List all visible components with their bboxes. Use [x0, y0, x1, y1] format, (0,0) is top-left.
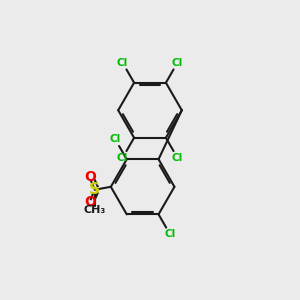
Text: S: S	[89, 182, 100, 197]
Text: CH₃: CH₃	[83, 206, 106, 215]
Text: O: O	[84, 170, 96, 184]
Text: Cl: Cl	[164, 229, 175, 239]
Text: Cl: Cl	[172, 153, 183, 163]
Text: Cl: Cl	[117, 153, 128, 163]
Text: Cl: Cl	[110, 134, 121, 144]
Text: Cl: Cl	[172, 58, 183, 68]
Text: Cl: Cl	[117, 58, 128, 68]
Text: O: O	[84, 195, 96, 209]
